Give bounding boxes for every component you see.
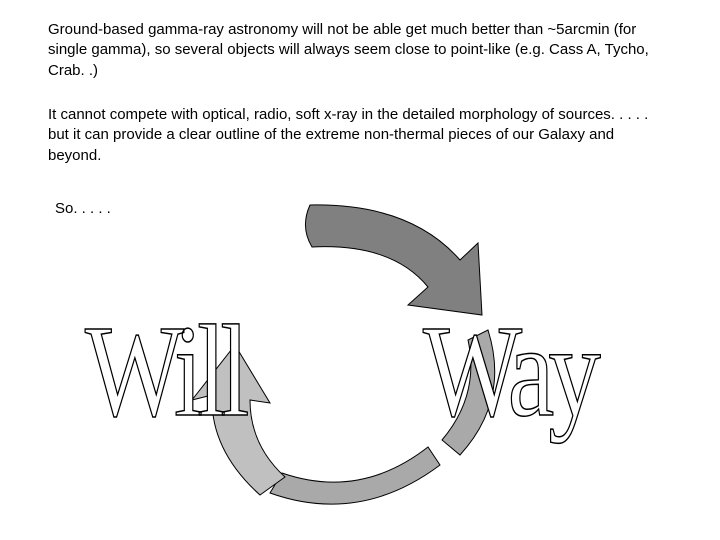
word-way: Way [423, 295, 595, 446]
paragraph-1: Ground-based gamma-ray astronomy will no… [48, 20, 658, 81]
paragraph-2: It cannot compete with optical, radio, s… [48, 105, 663, 166]
so-text: So. . . . . [55, 200, 111, 217]
arrow-bottom [270, 447, 440, 504]
word-will: Will [85, 295, 243, 446]
